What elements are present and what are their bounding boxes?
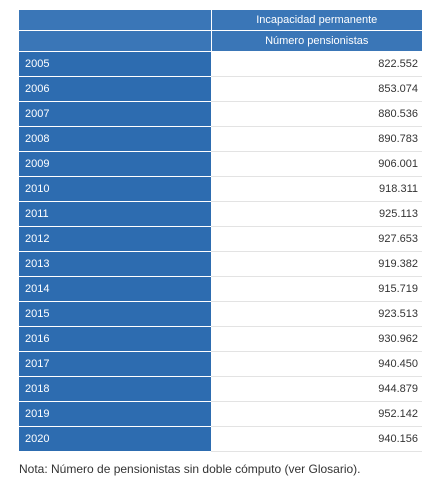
year-cell: 2013 [19, 251, 211, 277]
table-body: 2005 822.552 2006 853.074 2007 880.536 2… [19, 51, 422, 452]
year-cell: 2010 [19, 176, 211, 202]
header-row-column: Número pensionistas [19, 30, 422, 52]
year-cell: 2008 [19, 126, 211, 152]
value-cell: 890.783 [211, 126, 422, 152]
table-row: 2009 906.001 [19, 151, 422, 177]
table-row: 2020 940.156 [19, 426, 422, 452]
year-cell: 2015 [19, 301, 211, 327]
year-cell: 2019 [19, 401, 211, 427]
table-row: 2008 890.783 [19, 126, 422, 152]
year-cell: 2012 [19, 226, 211, 252]
header-corner-cell [19, 10, 211, 31]
year-cell: 2016 [19, 326, 211, 352]
table-row: 2006 853.074 [19, 76, 422, 102]
value-cell: 940.450 [211, 351, 422, 377]
value-cell: 944.879 [211, 376, 422, 402]
value-cell: 880.536 [211, 101, 422, 127]
value-cell: 853.074 [211, 76, 422, 102]
table-row: 2010 918.311 [19, 176, 422, 202]
value-cell: 927.653 [211, 226, 422, 252]
table-row: 2015 923.513 [19, 301, 422, 327]
year-cell: 2020 [19, 426, 211, 452]
table-row: 2018 944.879 [19, 376, 422, 402]
table-row: 2016 930.962 [19, 326, 422, 352]
header-row-group: Incapacidad permanente [19, 10, 422, 31]
value-cell: 822.552 [211, 51, 422, 77]
year-cell: 2017 [19, 351, 211, 377]
data-table-container: Incapacidad permanente Número pensionist… [19, 10, 422, 452]
value-cell: 923.513 [211, 301, 422, 327]
year-cell: 2005 [19, 51, 211, 77]
year-cell: 2018 [19, 376, 211, 402]
value-cell: 906.001 [211, 151, 422, 177]
value-cell: 925.113 [211, 201, 422, 227]
table-row: 2011 925.113 [19, 201, 422, 227]
footnote: Nota: Número de pensionistas sin doble c… [19, 462, 361, 476]
table-row: 2007 880.536 [19, 101, 422, 127]
year-cell: 2014 [19, 276, 211, 302]
value-cell: 952.142 [211, 401, 422, 427]
header-corner-cell [19, 30, 211, 52]
value-cell: 930.962 [211, 326, 422, 352]
pensioners-table: Incapacidad permanente Número pensionist… [19, 10, 422, 452]
year-cell: 2006 [19, 76, 211, 102]
table-row: 2019 952.142 [19, 401, 422, 427]
value-cell: 918.311 [211, 176, 422, 202]
value-cell: 915.719 [211, 276, 422, 302]
year-cell: 2011 [19, 201, 211, 227]
year-cell: 2007 [19, 101, 211, 127]
value-cell: 940.156 [211, 426, 422, 452]
year-cell: 2009 [19, 151, 211, 177]
header-column-cell: Número pensionistas [210, 30, 422, 52]
table-row: 2017 940.450 [19, 351, 422, 377]
table-row: 2014 915.719 [19, 276, 422, 302]
table-row: 2013 919.382 [19, 251, 422, 277]
header-group-cell: Incapacidad permanente [210, 10, 422, 31]
table-row: 2005 822.552 [19, 51, 422, 77]
table-row: 2012 927.653 [19, 226, 422, 252]
value-cell: 919.382 [211, 251, 422, 277]
